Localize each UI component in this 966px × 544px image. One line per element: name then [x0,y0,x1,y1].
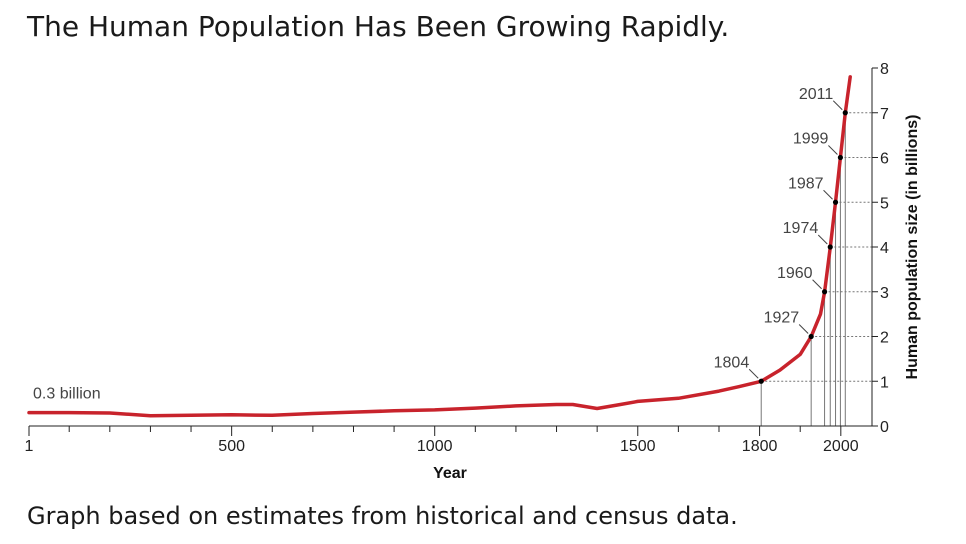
milestone-point [827,244,833,250]
x-tick-label: 1000 [417,438,453,455]
milestone-point [808,333,814,340]
milestone-label: 1927 [764,310,800,327]
milestone-leader [823,189,833,200]
x-axis-title: Year [433,465,467,482]
milestone-label: 1974 [783,220,819,237]
milestone-leader [832,100,843,111]
y-tick-label: 7 [880,106,889,123]
y-tick-label: 3 [880,285,889,302]
chart-title: The Human Population Has Been Growing Ra… [27,10,730,43]
y-tick-label: 5 [880,195,889,212]
milestone-point [821,289,828,295]
y-tick-label: 6 [880,151,889,168]
milestone-leader [828,145,838,155]
y-axis-title: Human population size (in billions) [904,115,921,380]
series [27,75,852,418]
x-tick-label: 500 [218,438,245,455]
milestone-label: 1999 [793,131,829,148]
milestone-label: 1960 [777,265,813,282]
guide-lines [760,112,872,426]
milestone-label: 1987 [788,175,824,192]
y-tick-label: 8 [880,61,889,78]
x-tick-label: 1 [25,438,34,455]
y-tick-label: 2 [880,330,889,347]
axes [28,67,878,436]
milestone-leader [748,368,759,379]
milestone-leader [817,234,828,245]
milestone-point [758,378,764,384]
milestone-label: 2011 [799,86,834,103]
y-tick-label: 0 [880,419,889,436]
milestone-point [842,110,848,116]
x-tick-label: 2000 [823,438,859,455]
milestone-label: 1804 [714,354,750,371]
milestone-leader [798,324,809,334]
milestone-points [758,110,848,384]
milestone-point [832,199,839,205]
population-curve [27,75,852,418]
footnote: Graph based on estimates from historical… [27,502,738,530]
x-tick-label: 1500 [620,438,656,455]
y-tick-label: 1 [880,374,889,391]
x-tick-label: 1800 [742,438,778,455]
start-value-label: 0.3 billion [33,386,101,403]
milestone-point [837,154,844,161]
milestone-leader [812,279,822,290]
y-tick-label: 4 [880,240,889,257]
